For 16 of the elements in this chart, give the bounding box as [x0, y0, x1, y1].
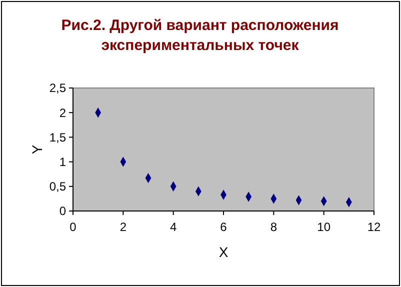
y-axis-title: Y [29, 144, 45, 154]
y-tick-label: 1 [59, 155, 66, 169]
x-tick-label: 6 [220, 220, 228, 234]
x-tick-label: 10 [317, 220, 331, 234]
x-tick-label: 12 [367, 220, 381, 234]
y-tick-label: 1,5 [49, 130, 66, 144]
x-tick-label: 8 [270, 220, 278, 234]
y-tick-label: 0,5 [49, 180, 66, 194]
x-tick-label: 0 [70, 220, 77, 234]
chart-title: Рис.2. Другой вариант расположения экспериментальных точек [61, 17, 339, 54]
x-axis-title: X [218, 244, 229, 260]
x-tick-label: 2 [120, 220, 127, 234]
y-tick-label: 2 [59, 106, 66, 120]
y-tick-label: 0 [59, 204, 66, 218]
y-tick-label: 2,5 [49, 81, 66, 96]
x-tick-label: 4 [170, 220, 177, 234]
